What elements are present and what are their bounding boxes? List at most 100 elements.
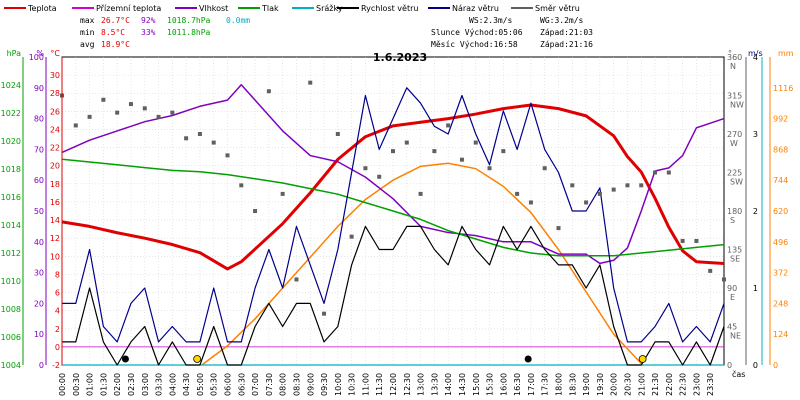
axis-mm-tick: 372	[773, 269, 788, 278]
axis-celsius-tick: 8	[55, 270, 60, 279]
axis-direction-tick: 360	[727, 53, 742, 62]
axis-hpa-tick: 1012	[1, 249, 21, 258]
axis-percent-tick: 30	[34, 269, 44, 278]
axis-ms-tick: 2	[753, 207, 758, 216]
legend-label: Srážky	[316, 4, 343, 13]
wind-direction-point	[694, 238, 699, 243]
axis-mm-tick: 868	[773, 145, 788, 154]
axis-hpa-tick: 1016	[1, 193, 21, 202]
legend-label: Tlak	[261, 4, 279, 13]
axis-celsius-tick: 22	[50, 144, 60, 153]
x-tick-label: 02:30	[127, 373, 136, 396]
legend-label: Rychlost větru	[361, 4, 418, 13]
axis-percent-tick: 100	[29, 53, 44, 62]
axis-hpa-tick: 1020	[1, 137, 21, 146]
wind-direction-point	[363, 166, 368, 171]
x-tick-label: 03:00	[141, 373, 150, 396]
wind-direction-point	[308, 80, 313, 85]
chart-title: 1.6.2023	[373, 51, 427, 64]
wind-direction-point	[722, 277, 726, 282]
x-tick-label: 23:30	[706, 373, 715, 396]
axis-mm-tick: 248	[773, 299, 788, 308]
stat-min-press: 1011.8hPa	[167, 28, 211, 37]
wind-direction-point	[446, 123, 451, 128]
axis-hpa-tick: 1004	[1, 361, 21, 370]
axis-direction-compass: SE	[730, 255, 740, 264]
stat-max-hum: 92%	[141, 16, 156, 25]
axis-mm-tick: 0	[773, 361, 778, 370]
axis-hpa-tick: 1014	[1, 221, 21, 230]
wind-direction-point	[101, 97, 106, 102]
axis-direction-tick: 0	[727, 361, 732, 370]
axis-mm-tick: 1116	[773, 84, 793, 93]
wind-direction-point	[280, 191, 285, 196]
x-tick-label: 10:30	[348, 373, 357, 396]
stat-avg-label: avg	[80, 40, 95, 49]
axis-celsius-tick: 10	[50, 252, 60, 261]
series-layer	[60, 80, 726, 366]
axis-hpa-tick: 1018	[1, 165, 21, 174]
axis-celsius-tick: 20	[50, 162, 60, 171]
sunrise-info: Slunce Východ:05:06	[431, 28, 523, 37]
axis-percent-tick: 20	[34, 299, 44, 308]
axis-hpa-tick: 1024	[1, 81, 21, 90]
x-tick-label: 07:00	[251, 373, 260, 396]
wind-direction-point	[377, 174, 382, 179]
axis-hpa-tick: 1022	[1, 109, 21, 118]
wind-direction-point	[432, 149, 437, 154]
x-tick-label: 18:30	[568, 373, 577, 396]
marker-layer	[121, 355, 647, 363]
wind-direction-point	[459, 157, 464, 162]
x-tick-label: 20:00	[610, 373, 619, 396]
axis-direction-tick: 225	[727, 169, 742, 178]
axis-celsius-tick: 6	[55, 289, 60, 298]
wind-direction-point	[473, 140, 478, 145]
wind-direction-point	[570, 183, 575, 188]
legend-label: Náraz větru	[452, 4, 499, 13]
x-tick-label: 09:00	[306, 373, 315, 396]
axis-celsius-tick: 18	[50, 180, 60, 189]
axis-percent-tick: 60	[34, 176, 44, 185]
wind-direction-point	[156, 114, 161, 119]
x-tick-label: 05:00	[196, 373, 205, 396]
axis-percent-tick: 40	[34, 238, 44, 247]
stat-min-hum: 33%	[141, 28, 156, 37]
wind-direction-point	[515, 191, 520, 196]
axis-mm-tick: 992	[773, 115, 788, 124]
x-tick-label: 04:30	[182, 373, 191, 396]
legend-label: Vlhkost	[199, 4, 228, 13]
wind-direction-point	[528, 200, 533, 205]
wind-direction-point	[239, 183, 244, 188]
x-tick-label: 13:00	[417, 373, 426, 396]
wind-direction-point	[666, 170, 671, 175]
wind-direction-point	[542, 166, 547, 171]
wind-direction-point	[349, 234, 354, 239]
wind-direction-point	[335, 132, 340, 136]
wind-direction-point	[128, 102, 133, 107]
x-tick-label: 12:30	[403, 373, 412, 396]
axis-direction-tick: 315	[727, 92, 742, 101]
series-teplota	[61, 103, 725, 271]
x-tick-label: 13:30	[430, 373, 439, 396]
wind-direction-point	[708, 268, 713, 273]
x-tick-label: 11:30	[375, 373, 384, 396]
x-tick-label: 07:30	[265, 373, 274, 396]
wind-direction-point	[501, 149, 506, 154]
axis-hpa-tick: 1006	[1, 333, 21, 342]
axes: hPa1004100610081010101210141016101810201…	[1, 49, 794, 396]
axis-percent-label: %	[36, 49, 44, 58]
x-tick-label: 15:30	[486, 373, 495, 396]
moon-icon	[524, 355, 532, 363]
series-tlak	[61, 158, 725, 257]
series-náraz-větru	[62, 87, 725, 343]
moonrise-info: Měsíc Východ:16:58	[431, 40, 518, 49]
wind-direction-point	[556, 226, 561, 231]
x-tick-label: 14:30	[458, 373, 467, 396]
axis-direction-compass: NW	[730, 101, 744, 110]
axis-percent-tick: 90	[34, 84, 44, 93]
wind-direction-point	[142, 106, 147, 111]
wind-direction-point	[184, 136, 189, 141]
stat-max-rain: 0.0mm	[226, 16, 250, 25]
x-tick-label: 22:00	[665, 373, 674, 396]
wind-direction-point	[294, 277, 299, 282]
